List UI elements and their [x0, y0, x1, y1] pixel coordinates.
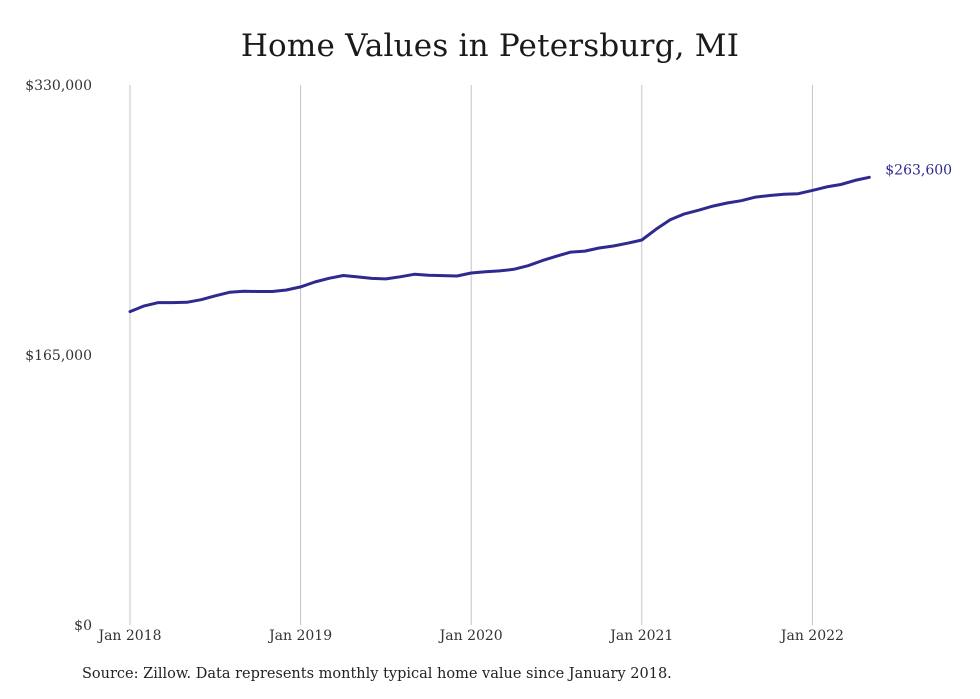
series: [128, 175, 871, 314]
x-tick-label: Jan 2019: [267, 628, 332, 644]
x-tick-label: Jan 2021: [608, 628, 673, 644]
source-note: Source: Zillow. Data represents monthly …: [82, 666, 672, 682]
x-axis-ticks: Jan 2018 Jan 2019 Jan 2020 Jan 2021 Jan 2022: [96, 628, 843, 644]
end-value-label: $263,600: [885, 162, 952, 178]
y-tick-label: $330,000: [25, 78, 92, 94]
y-axis-ticks: $0 $165,000 $330,000: [25, 78, 92, 634]
x-tick-label: Jan 2020: [438, 628, 503, 644]
x-tick-label: Jan 2018: [96, 628, 161, 644]
chart-title: Home Values in Petersburg, MI: [240, 28, 740, 64]
y-tick-label: $165,000: [25, 348, 92, 364]
gridlines: [129, 85, 813, 625]
y-tick-label: $0: [74, 618, 92, 634]
end-labels: $263,600: [885, 162, 952, 178]
series-line: [128, 175, 871, 314]
x-tick-label: Jan 2022: [779, 628, 844, 644]
